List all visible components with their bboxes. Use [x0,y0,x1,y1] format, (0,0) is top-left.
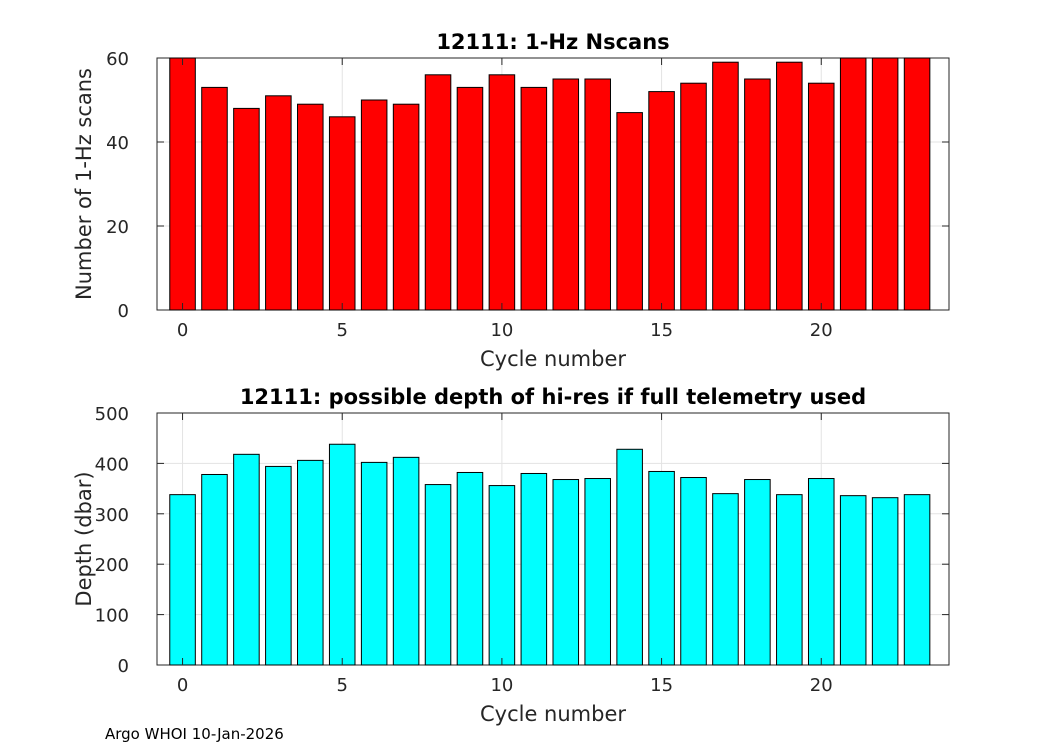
nscans-bar-cycle-8 [424,74,452,311]
nscans-y-tick-label: 60 [106,49,129,70]
nscans-bar-cycle-13 [584,78,611,311]
depth-chart-title: 12111: possible depth of hi-res if full … [240,385,866,409]
depth-x-tick-label: 5 [336,675,347,696]
depth-bar-cycle-19 [776,494,803,666]
nscans-bar-cycle-23 [903,57,931,311]
nscans-bar-cycle-12 [552,78,580,311]
depth-bar-cycle-5 [328,443,356,666]
nscans-x-tick-label: 5 [336,320,347,341]
depth-y-tick-label: 100 [95,606,129,627]
nscans-x-tick-label: 0 [177,320,188,341]
nscans-bar-cycle-18 [744,78,771,311]
nscans-bar-cycle-11 [520,86,548,311]
depth-bar-cycle-2 [233,453,260,666]
depth-x-tick-label: 0 [177,675,188,696]
depth-bar-cycle-9 [456,471,484,666]
nscans-bar-cycle-6 [360,99,388,311]
nscans-x-tick-label: 10 [490,320,513,341]
nscans-bar-cycle-4 [297,103,324,311]
depth-bar-cycle-4 [297,459,324,666]
nscans-x-tick-label: 20 [810,320,833,341]
nscans-chart-title: 12111: 1-Hz Nscans [436,30,669,54]
depth-y-axis-label: Depth (dbar) [72,471,96,606]
nscans-bar-cycle-7 [392,103,420,311]
nscans-bar-cycle-22 [871,57,899,311]
nscans-bar-cycle-10 [488,74,516,311]
depth-bar-cycle-3 [265,465,292,666]
nscans-bar-cycle-9 [456,86,484,311]
depth-x-tick-label: 10 [490,675,513,696]
depth-y-tick-label: 0 [118,656,129,677]
nscans-bar-cycle-3 [265,95,292,311]
nscans-bar-cycle-0 [169,57,196,311]
depth-y-tick-label: 300 [95,505,129,526]
depth-bar-cycle-18 [744,479,771,666]
depth-bar-cycle-22 [871,497,899,666]
depth-bar-cycle-13 [584,478,611,666]
nscans-bar-cycle-17 [712,61,739,311]
depth-bar-cycle-11 [520,472,548,666]
footer-credit: Argo WHOI 10-Jan-2026 [105,725,284,743]
nscans-y-tick-label: 40 [106,133,129,154]
depth-bar-cycle-21 [839,495,867,666]
nscans-bar-cycle-1 [201,86,228,311]
nscans-chart: 0 5 10 15 20 0 20 40 60 12111: 1-Hz Nscans Cycle… [72,30,950,371]
nscans-y-axis-label: Number of 1-Hz scans [72,68,96,300]
depth-x-tick-label: 15 [650,675,673,696]
depth-x-tick-label: 20 [810,675,833,696]
nscans-x-tick-label: 15 [650,320,673,341]
nscans-bar-cycle-19 [776,61,803,311]
nscans-y-tick-label: 20 [106,217,129,238]
depth-y-tick-label: 400 [95,454,129,475]
nscans-y-tick-label: 0 [118,301,129,322]
depth-y-tick-label: 500 [95,404,129,425]
depth-bar-cycle-12 [552,479,580,666]
nscans-x-axis-label: Cycle number [480,347,626,371]
nscans-bar-cycle-20 [807,82,835,311]
depth-bar-cycle-16 [680,477,707,666]
depth-bar-cycle-0 [169,494,196,666]
depth-bar-cycle-8 [424,484,452,666]
depth-bar-cycle-20 [807,478,835,666]
nscans-bar-cycle-5 [328,116,356,311]
nscans-bar-cycle-21 [839,57,867,311]
depth-bar-cycle-17 [712,493,739,666]
depth-bar-cycle-10 [488,485,516,666]
depth-bar-cycle-7 [392,456,420,666]
depth-x-axis-label: Cycle number [480,702,626,726]
depth-bar-cycle-23 [903,494,931,666]
depth-bar-cycle-1 [201,473,228,666]
depth-y-tick-label: 200 [95,555,129,576]
nscans-bar-cycle-14 [616,112,643,311]
nscans-bar-cycle-16 [680,82,707,311]
nscans-bar-cycle-15 [648,91,675,311]
depth-bar-cycle-14 [616,448,643,666]
depth-bar-cycle-15 [648,470,675,666]
depth-bar-cycle-6 [360,461,388,666]
nscans-bar-cycle-2 [233,107,260,311]
